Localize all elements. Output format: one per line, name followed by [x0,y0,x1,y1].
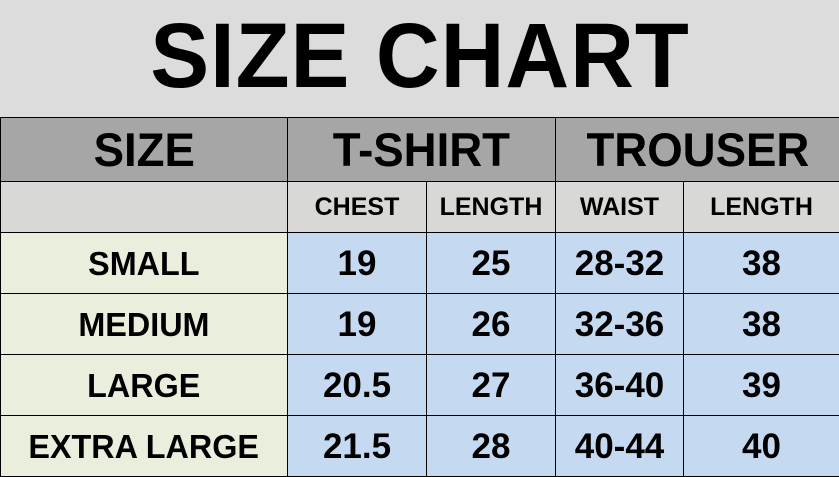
cell-trouser-waist-value: 32-36 [575,307,665,342]
group-header-trouser-label: TROUSER [586,126,809,173]
cell-trouser-length: 38 [684,294,839,355]
cell-trouser-length: 40 [684,416,839,477]
cell-trouser-waist: 28-32 [556,233,684,294]
cell-trouser-waist-value: 36-40 [575,368,665,403]
group-header-trouser: TROUSER [556,118,839,182]
cell-tshirt-length-value: 26 [472,307,511,342]
cell-tshirt-chest: 19 [288,294,427,355]
group-header-size-label: SIZE [93,126,194,173]
table-row: EXTRA LARGE 21.5 28 40-44 40 [1,416,839,477]
cell-tshirt-chest-value: 19 [338,246,377,281]
cell-tshirt-length: 27 [427,355,556,416]
table-row: LARGE 20.5 27 36-40 39 [1,355,839,416]
table-row: MEDIUM 19 26 32-36 38 [1,294,839,355]
page-title: SIZE CHART [150,10,690,108]
cell-trouser-length-value: 39 [742,368,781,403]
size-chart-table: SIZE T-SHIRT TROUSER CHEST LENGTH WAIST … [0,117,839,477]
sub-header-row: CHEST LENGTH WAIST LENGTH [1,182,839,233]
cell-trouser-waist: 40-44 [556,416,684,477]
cell-tshirt-length-value: 25 [472,246,511,281]
group-header-row: SIZE T-SHIRT TROUSER [1,118,839,182]
cell-tshirt-chest-value: 20.5 [323,368,391,403]
sub-header-chest: CHEST [288,182,427,233]
cell-tshirt-chest-value: 21.5 [323,429,391,464]
sub-header-tshirt-length: LENGTH [427,182,556,233]
cell-size-label: MEDIUM [78,308,209,341]
cell-trouser-waist-value: 28-32 [575,246,665,281]
cell-tshirt-chest-value: 19 [338,307,377,342]
sub-header-blank [1,182,288,233]
cell-trouser-length: 39 [684,355,839,416]
cell-tshirt-length: 26 [427,294,556,355]
sub-header-waist: WAIST [556,182,684,233]
cell-size-label: SMALL [88,247,199,280]
group-header-size: SIZE [1,118,288,182]
table-row: SMALL 19 25 28-32 38 [1,233,839,294]
cell-size: LARGE [1,355,288,416]
cell-trouser-length-value: 40 [742,429,781,464]
sub-header-trouser-length: LENGTH [684,182,839,233]
page-title-band: SIZE CHART [0,0,839,117]
cell-tshirt-length-value: 27 [472,368,511,403]
cell-tshirt-length: 28 [427,416,556,477]
cell-tshirt-chest: 19 [288,233,427,294]
group-header-tshirt-label: T-SHIRT [333,126,510,173]
cell-tshirt-length: 25 [427,233,556,294]
cell-trouser-waist: 36-40 [556,355,684,416]
cell-size-label: EXTRA LARGE [29,430,260,463]
cell-trouser-length: 38 [684,233,839,294]
cell-size: EXTRA LARGE [1,416,288,477]
cell-size: MEDIUM [1,294,288,355]
cell-tshirt-length-value: 28 [472,429,511,464]
cell-trouser-waist-value: 40-44 [575,429,665,464]
cell-size: SMALL [1,233,288,294]
cell-trouser-length-value: 38 [742,307,781,342]
cell-size-label: LARGE [87,369,200,402]
group-header-tshirt: T-SHIRT [288,118,556,182]
cell-trouser-waist: 32-36 [556,294,684,355]
cell-tshirt-chest: 21.5 [288,416,427,477]
cell-tshirt-chest: 20.5 [288,355,427,416]
cell-trouser-length-value: 38 [742,246,781,281]
